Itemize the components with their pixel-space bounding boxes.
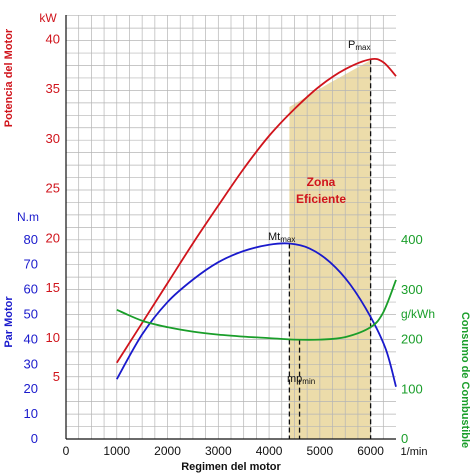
series bbox=[115, 57, 397, 387]
power-tick-label: 5 bbox=[53, 369, 60, 384]
fuel-axis-unit: g/kWh bbox=[401, 307, 435, 321]
power-axis-unit: kW bbox=[39, 11, 57, 25]
fuel-tick-label: 400 bbox=[401, 232, 423, 247]
axes bbox=[65, 15, 396, 440]
torque-curve bbox=[115, 242, 397, 387]
power-tick-label: 15 bbox=[46, 280, 60, 295]
fuel-tick-label: 200 bbox=[401, 332, 423, 347]
fuel-tick-label: 100 bbox=[401, 381, 423, 396]
x-tick-label: 0 bbox=[63, 444, 70, 458]
x-tick-label: 2000 bbox=[154, 444, 181, 458]
torque-axis-unit: N.m bbox=[17, 210, 39, 224]
power-tick-label: 40 bbox=[46, 31, 60, 46]
mtmax-label: Mtmax bbox=[268, 231, 295, 244]
torque-axis-title: Par Motor bbox=[3, 296, 15, 348]
mpmin-label: mpmin bbox=[287, 373, 315, 386]
fuel-tick-label: 300 bbox=[401, 282, 423, 297]
power-tick-label: 30 bbox=[46, 131, 60, 146]
torque-tick-label: 0 bbox=[31, 431, 38, 446]
fuel-axis-title: Consumo de Combustible bbox=[459, 312, 471, 448]
x-tick-label: 1000 bbox=[103, 444, 130, 458]
power-tick-label: 25 bbox=[46, 181, 60, 196]
x-tick-label: 6000 bbox=[357, 444, 384, 458]
power-curve bbox=[116, 57, 397, 364]
x-tick-label: 4000 bbox=[256, 444, 283, 458]
efficient-zone-fill bbox=[289, 60, 371, 440]
torque-tick-label: 60 bbox=[24, 282, 38, 297]
zone-label-line1: Zona bbox=[307, 175, 336, 189]
fuel-curve bbox=[116, 279, 397, 341]
torque-tick-label: 80 bbox=[24, 232, 38, 247]
torque-tick-label: 10 bbox=[24, 406, 38, 421]
x-tick-label: 5000 bbox=[306, 444, 333, 458]
torque-tick-label: 30 bbox=[24, 356, 38, 371]
labels: Regimen del motor 1/min kW Potencia del … bbox=[3, 11, 471, 473]
marker-lines bbox=[288, 59, 372, 439]
torque-tick-label: 40 bbox=[24, 331, 38, 346]
torque-tick-label: 50 bbox=[24, 307, 38, 322]
grid bbox=[66, 15, 396, 439]
power-axis-title: Potencia del Motor bbox=[3, 28, 15, 127]
torque-tick-label: 70 bbox=[24, 257, 38, 272]
torque-tick-label: 20 bbox=[24, 381, 38, 396]
plot-area bbox=[65, 15, 397, 440]
zone-label-line2: Eficiente bbox=[296, 192, 346, 206]
pmax-label: Pmax bbox=[348, 39, 370, 52]
x-axis-title: Regimen del motor bbox=[181, 461, 281, 473]
power-tick-label: 20 bbox=[46, 230, 60, 245]
efficient-zone bbox=[289, 60, 371, 440]
power-tick-label: 35 bbox=[46, 81, 60, 96]
x-axis-unit: 1/min bbox=[401, 446, 428, 458]
x-tick-label: 3000 bbox=[205, 444, 232, 458]
fuel-tick-label: 0 bbox=[401, 431, 408, 446]
power-tick-label: 10 bbox=[46, 330, 60, 345]
